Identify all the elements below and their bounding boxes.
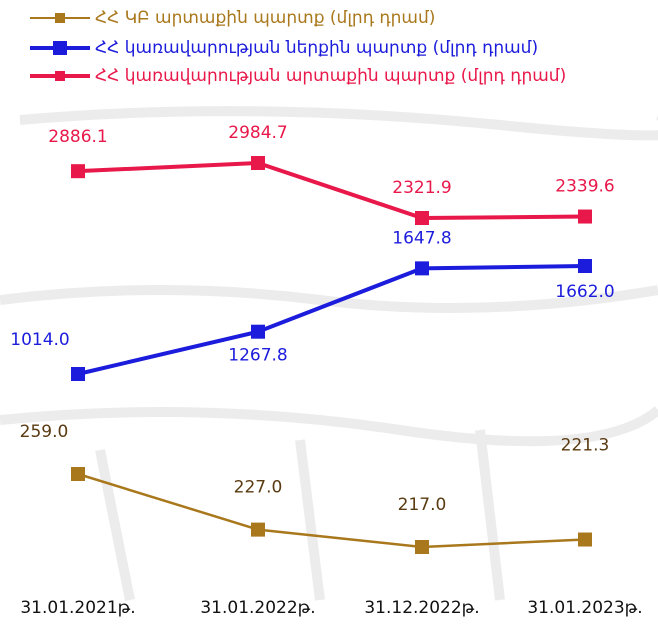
point-marker [415, 211, 429, 225]
legend-label: ՀՀ կառավարության արտաքին պարտք (մլրդ դրա… [95, 66, 566, 86]
x-tick-label: 31.01.2021թ. [20, 598, 135, 618]
point-marker [578, 209, 592, 224]
data-label: 1662.0 [555, 282, 614, 302]
point-marker [415, 540, 429, 554]
data-label: 2984.7 [228, 123, 287, 143]
x-tick-label: 31.01.2023թ. [527, 598, 642, 618]
series-line [77, 264, 586, 376]
point-marker [251, 522, 265, 537]
legend-marker [55, 13, 65, 23]
point-marker [71, 164, 85, 179]
legend-marker [55, 71, 65, 81]
point-marker [71, 367, 85, 381]
data-label: 2321.9 [392, 178, 451, 198]
data-label: 221.3 [561, 436, 610, 456]
point-marker [251, 324, 265, 339]
series-line [77, 472, 586, 549]
point-marker [71, 467, 85, 481]
data-label: 2339.6 [555, 177, 614, 197]
point-marker [251, 156, 265, 170]
x-tick-label: 31.01.2022թ. [200, 598, 315, 618]
background-texture [0, 106, 658, 601]
series-line [77, 160, 586, 221]
data-label: 259.0 [20, 422, 69, 442]
point-marker [415, 261, 429, 276]
legend-label: ՀՀ ԿԲ արտաքին պարտք (մլրդ դրամ) [95, 8, 435, 28]
data-label: 1647.8 [392, 228, 451, 248]
data-label: 1014.0 [10, 330, 69, 350]
data-label: 217.0 [398, 495, 447, 515]
data-label: 2886.1 [48, 127, 107, 147]
data-label: 227.0 [234, 478, 283, 498]
data-label: 1267.8 [228, 346, 287, 366]
x-tick-label: 31.12.2022թ. [364, 598, 479, 618]
legend-label: ՀՀ կառավարության ներքին պարտք (մլրդ դրամ… [95, 38, 538, 58]
legend-marker [53, 41, 67, 55]
point-marker [578, 259, 592, 273]
point-marker [578, 532, 592, 547]
